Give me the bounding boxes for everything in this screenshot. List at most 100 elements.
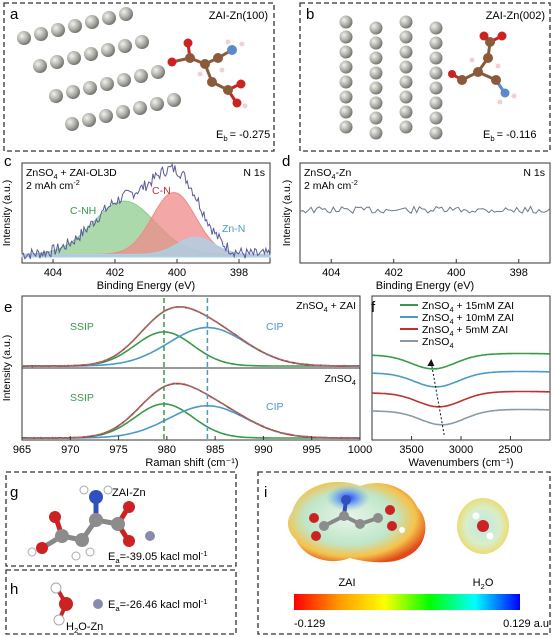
zn-atom xyxy=(399,15,413,29)
ssip-curve xyxy=(22,331,360,367)
zn-atom xyxy=(429,66,443,80)
panel-d-element: N 1s xyxy=(523,167,545,179)
zn-atom xyxy=(118,39,132,53)
panel-letter-b: b xyxy=(306,6,314,23)
zn-atom xyxy=(399,45,413,59)
peak-label-c-nh: C-NH xyxy=(70,205,96,217)
panel-g-name: ZAI-Zn xyxy=(112,487,146,499)
frame-a xyxy=(3,2,275,152)
x-tick-label-e: 995 xyxy=(303,444,321,456)
plot-frame-e-bottom xyxy=(21,367,361,441)
x-tick-label-e: 980 xyxy=(158,444,176,456)
plot-frame-c xyxy=(21,162,271,264)
zn-atom xyxy=(49,89,63,103)
panel-letter-d: d xyxy=(282,153,290,170)
zn-atom xyxy=(429,51,443,65)
zn-atom xyxy=(339,60,353,74)
x-tick-label-e: 985 xyxy=(206,444,224,456)
zn-atom xyxy=(17,31,31,45)
panel-letter-g: g xyxy=(10,484,18,501)
panel-frames xyxy=(3,2,551,635)
zn-atom xyxy=(135,35,149,49)
x-tick-label-c: 400 xyxy=(168,267,186,279)
zn-atom xyxy=(369,81,383,95)
panel-d-capacity: 2 mAh cm-2 xyxy=(304,178,358,192)
zn-atom xyxy=(99,109,113,123)
zn-atom xyxy=(339,45,353,59)
zn-atom xyxy=(429,21,443,35)
zn-atom xyxy=(399,75,413,89)
x-tick-label-e: 990 xyxy=(254,444,272,456)
raw-raman-spectrum xyxy=(21,306,361,368)
zn-atom xyxy=(429,36,443,50)
ftir-plot-f: 3500 3000 2500 xyxy=(372,352,551,456)
panel-letter-i: i xyxy=(264,484,267,501)
zn-atom xyxy=(101,43,115,57)
ssip-label-bottom: SSIP xyxy=(70,392,94,404)
panel-e-top-label: ZnSO4 + ZAI xyxy=(296,300,356,314)
zn-atom xyxy=(84,47,98,61)
h2o-zn-molecule xyxy=(50,582,103,626)
legend-label: ZnSO4 + 5mM ZAI xyxy=(422,324,508,338)
panel-letter-a: a xyxy=(10,6,19,23)
frame-b xyxy=(299,2,551,152)
legend-label: ZnSO4 + 10mM ZAI xyxy=(422,312,514,326)
x-axis-label-f: Wavenumbers (cm⁻¹) xyxy=(408,457,513,469)
xps-plot-c: 404 402 400 398 xyxy=(21,162,271,279)
zn-atom xyxy=(33,59,47,73)
x-tick-label-d: 398 xyxy=(510,267,528,279)
x-tick-label-d: 402 xyxy=(385,267,403,279)
zn-atom xyxy=(116,105,130,119)
zn-slab-100 xyxy=(17,7,181,131)
esp-surface-h2o xyxy=(457,498,509,554)
zn-atom xyxy=(369,111,383,125)
plot-frame-d xyxy=(299,162,551,264)
frame-i xyxy=(257,471,551,635)
raw-raman-spectrum xyxy=(21,382,361,440)
zn-atom xyxy=(399,120,413,134)
x-tick-label-d: 404 xyxy=(322,267,340,279)
panel-e-bottom-label: ZnSO4 xyxy=(324,373,356,387)
zn-atom xyxy=(399,105,413,119)
zn-atom xyxy=(100,77,114,91)
panel-c-capacity: 2 mAh cm-2 xyxy=(26,178,80,192)
x-tick-label-e: 1000 xyxy=(348,444,372,456)
panel-letter-f: f xyxy=(371,299,376,316)
zn-atom xyxy=(429,126,443,140)
zn-atom xyxy=(339,75,353,89)
ftir-curve xyxy=(372,370,551,388)
frame-h xyxy=(5,569,237,635)
zn-atom xyxy=(68,19,82,33)
ftir-curve xyxy=(372,408,551,426)
panel-d-condition: ZnSO4-Zn xyxy=(304,167,351,181)
panel-letter-e: e xyxy=(4,299,12,316)
zn-atom xyxy=(85,15,99,29)
y-axis-label-c: Intensity (a.u.) xyxy=(1,180,13,247)
zn-atom xyxy=(67,51,81,65)
sum-curve xyxy=(22,306,360,367)
panel-b-title: ZAI-Zn(002) xyxy=(486,10,545,22)
esp-color-scale xyxy=(294,594,520,610)
peak-label-zn-n: Zn-N xyxy=(222,223,245,235)
xps-plot-d: 404 402 400 398 xyxy=(299,205,551,279)
zn-atom xyxy=(429,111,443,125)
zn-atom xyxy=(65,117,79,131)
x-tick-label-e: 975 xyxy=(109,444,127,456)
zn-atom xyxy=(82,113,96,127)
zn-atom xyxy=(339,105,353,119)
zn-atom xyxy=(369,21,383,35)
zn-atom xyxy=(34,27,48,41)
cip-curve xyxy=(22,405,360,439)
panel-i-h2o-label: H2O xyxy=(473,577,494,591)
panel-h-energy: Ea=-26.46 kacl mol-1 xyxy=(108,597,207,613)
x-axis-label-c: Binding Energy (eV) xyxy=(97,280,195,292)
zn-atom xyxy=(429,96,443,110)
panel-letter-c: c xyxy=(4,153,12,170)
shift-arrow-head xyxy=(427,359,435,366)
shift-arrow xyxy=(430,362,445,436)
zn-atom xyxy=(369,126,383,140)
panel-i-zai-label: ZAI xyxy=(338,577,355,589)
zn-atom xyxy=(399,90,413,104)
